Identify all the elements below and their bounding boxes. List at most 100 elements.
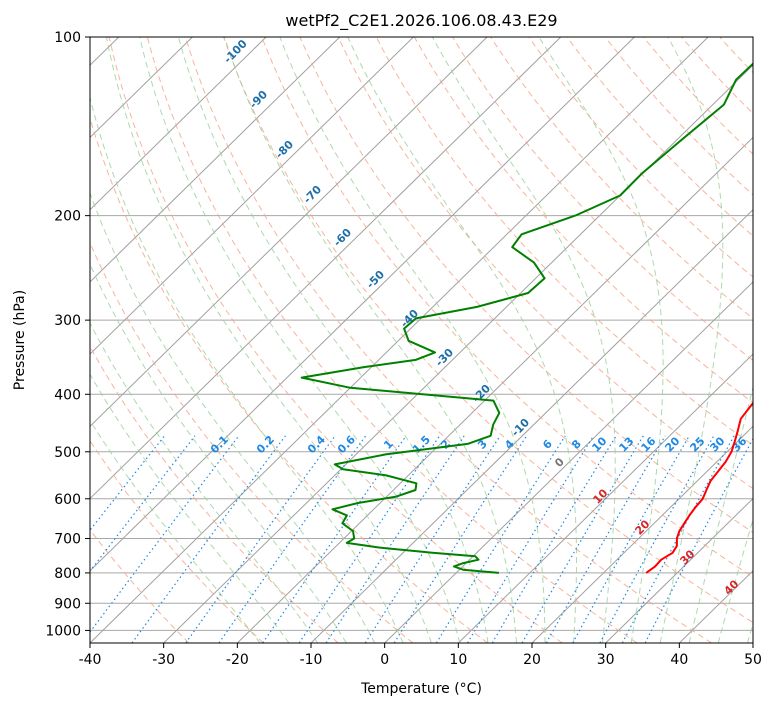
mixing-ratio-line: [185, 435, 336, 643]
moist-adiabat-line: [717, 517, 753, 643]
chart-title: wetPf2_C2E1.2026.106.08.43.E29: [285, 11, 557, 31]
dry-adiabat-line: [108, 37, 563, 643]
moist-adiabats: [90, 37, 753, 643]
dry-adiabat-label: -80: [273, 138, 296, 162]
y-tick-label: 700: [54, 532, 81, 548]
y-axis: 100 200 300 400 500 600 700 800 900 1000: [45, 30, 90, 639]
dry-adiabat-label: -100: [221, 37, 250, 66]
dry-adiabat-label: -60: [331, 226, 354, 250]
mixing-ratio-line: [90, 435, 165, 532]
mixing-ratio-line: [644, 437, 753, 643]
mixing-ratio-line: [545, 435, 666, 643]
dry-adiabat-line: [90, 345, 339, 643]
profiles: [300, 62, 753, 574]
background-labels: 0.1 0.2 0.4 0.6 1 1.5 2 3 4 6 8 10 13 16 20 25 30 36-100-…: [208, 37, 750, 598]
mixing-ratio-line: [599, 435, 715, 643]
dry-adiabat-line: [261, 37, 753, 578]
moist-adiabat-line: [139, 37, 461, 643]
mixing-ratio-label: 2: [438, 437, 453, 452]
dry-adiabat-line: [566, 37, 753, 237]
dry-adiabat-line: [490, 37, 753, 320]
dry-adiabat-line: [451, 37, 753, 361]
mixing-ratio-line: [218, 435, 367, 643]
moist-adiabat-line: [431, 37, 616, 643]
x-axis: -40 -30 -20 -10 0 10 20 30 40 50: [79, 643, 762, 668]
isotherm-line: [90, 37, 267, 211]
y-tick-label: 400: [54, 387, 81, 403]
x-tick-label: -10: [300, 652, 323, 668]
moist-adiabat-line: [347, 37, 577, 643]
dry-adiabat-line: [413, 37, 753, 404]
moist-adiabat-line: [90, 373, 290, 643]
isotherm-line: [531, 425, 753, 643]
mixing-ratio-line: [364, 435, 501, 643]
mixing-ratio-label: 1: [381, 437, 396, 452]
isotherm-line: [752, 642, 753, 643]
dry-adiabat-line: [146, 37, 638, 643]
moist-adiabat-label: 40: [721, 577, 741, 597]
mixing-ratio-line: [491, 435, 617, 643]
dewpoint-profile-line: [300, 62, 753, 574]
moist-adiabat-line: [90, 262, 347, 643]
dry-adiabat-line: [719, 37, 753, 74]
x-tick-label: 20: [523, 652, 541, 668]
isotherm-line: [90, 37, 415, 355]
dry-adiabat-line: [90, 116, 488, 643]
mixing-ratio-line: [298, 435, 441, 643]
mixing-ratio-line: [131, 435, 286, 643]
y-tick-label: 900: [54, 596, 81, 612]
dry-adiabat-line: [375, 37, 753, 446]
isotherm-line: [90, 37, 488, 428]
mixing-ratio-lines: [90, 435, 753, 643]
dry-adiabats: [90, 25, 775, 644]
dry-adiabat-label: -70: [301, 183, 324, 207]
x-tick-label: 50: [744, 652, 762, 668]
isotherm-line: [310, 208, 753, 643]
x-tick-label: 0: [380, 652, 389, 668]
y-tick-label: 500: [54, 445, 81, 461]
moist-adiabat-label: 20: [632, 517, 652, 537]
x-tick-label: 40: [670, 652, 688, 668]
mixing-ratio-label: 1.5: [410, 433, 433, 456]
mixing-ratio-label: 0.2: [254, 433, 277, 456]
isotherm-line: [90, 37, 709, 643]
moist-adiabat-line: [747, 622, 753, 643]
y-tick-label: 1000: [45, 623, 81, 639]
x-tick-label: 30: [597, 652, 615, 668]
dry-adiabat-line: [90, 439, 264, 643]
moist-adiabat-line: [90, 95, 404, 643]
dry-adiabat-label: -90: [247, 88, 270, 112]
dry-adiabat-label: -50: [364, 268, 387, 292]
dry-adiabat-line: [604, 37, 753, 196]
moist-adiabat-label: 10: [590, 486, 610, 506]
moist-adiabat-line: [279, 37, 546, 643]
y-tick-label: 100: [54, 30, 81, 46]
isotherm-line: [90, 37, 194, 139]
dry-adiabat-line: [184, 37, 712, 643]
temperature-profile-line: [645, 401, 753, 574]
isotherm-line: [236, 136, 753, 643]
mixing-ratio-line: [90, 435, 240, 634]
dry-adiabat-line: [746, 25, 775, 644]
isotherm-line: [384, 281, 753, 643]
moist-adiabat-line: [178, 37, 489, 643]
y-axis-label: Pressure (hPa): [12, 290, 28, 390]
isotherm-line: [605, 497, 753, 643]
mixing-ratio-line: [572, 435, 690, 643]
dry-adiabat-line: [90, 528, 190, 643]
moist-adiabat-line: [224, 37, 517, 643]
isotherm-line: [163, 64, 753, 643]
isotherm-line: [457, 353, 753, 643]
isotherm-line: [678, 570, 753, 643]
moist-adiabat-line: [90, 321, 319, 643]
moist-adiabat-line: [659, 37, 724, 643]
y-tick-label: 800: [54, 566, 81, 582]
dry-adiabat-label: -10: [509, 416, 532, 440]
isotherm-line: [90, 37, 562, 500]
x-axis-label: Temperature (°C): [360, 681, 482, 697]
dry-adiabat-label: 0: [552, 455, 567, 470]
moist-adiabat-line: [688, 385, 753, 643]
moist-adiabat-line: [90, 419, 261, 643]
mixing-ratio-line: [466, 435, 595, 643]
